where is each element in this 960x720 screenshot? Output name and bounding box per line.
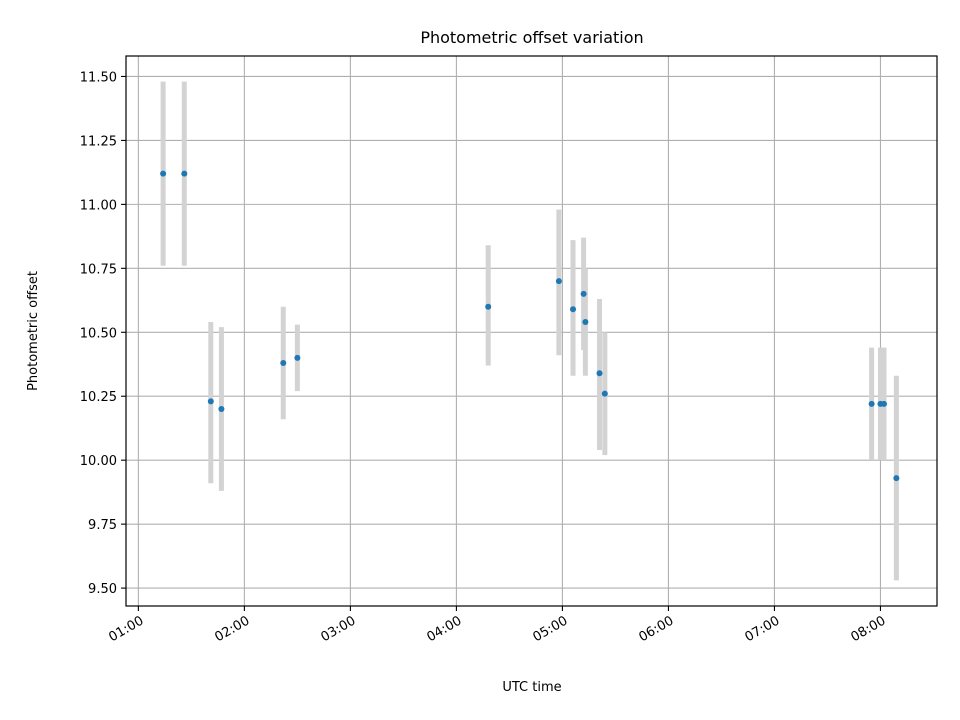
y-tick-label: 9.75	[88, 518, 117, 533]
data-point	[207, 398, 214, 405]
data-point	[893, 475, 900, 482]
data-point	[555, 278, 562, 285]
plot-frame	[125, 55, 938, 607]
y-tick-label: 11.25	[80, 134, 117, 149]
data-point	[868, 400, 875, 407]
grid	[126, 56, 937, 606]
data-point	[582, 319, 589, 326]
data-point	[485, 303, 492, 310]
data-point	[880, 400, 887, 407]
x-axis-label: UTC time	[502, 680, 561, 695]
data-point	[181, 170, 188, 177]
y-axis-label: Photometric offset	[26, 271, 41, 391]
y-tick-label: 10.75	[80, 262, 117, 277]
data-point	[601, 390, 608, 397]
data-point	[580, 290, 587, 297]
y-tick-label: 10.50	[80, 326, 117, 341]
data-points	[160, 170, 900, 482]
y-tick-label: 10.00	[80, 454, 117, 469]
y-tick-label: 9.50	[88, 582, 117, 597]
data-point	[596, 370, 603, 377]
y-axis: 9.50 9.75 10.00 10.25 10.50 10.75 11.00 11.25 11…	[80, 70, 126, 597]
data-point	[218, 406, 225, 413]
y-tick-label: 10.25	[80, 390, 117, 405]
data-point	[160, 170, 167, 177]
chart-title: Photometric offset variation	[420, 28, 643, 47]
data-point	[570, 306, 577, 313]
y-tick-label: 11.50	[80, 70, 117, 85]
data-point	[294, 354, 301, 361]
y-tick-label: 11.00	[80, 198, 117, 213]
data-point	[280, 359, 287, 366]
